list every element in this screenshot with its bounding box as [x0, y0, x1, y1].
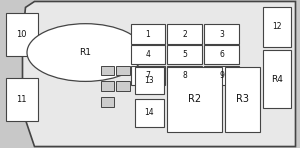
- Bar: [130, 66, 165, 85]
- Bar: [262, 7, 291, 47]
- Bar: [204, 45, 239, 64]
- Bar: [6, 13, 38, 56]
- Text: 14: 14: [144, 108, 154, 117]
- Bar: [167, 66, 202, 85]
- Text: 10: 10: [16, 30, 27, 39]
- Text: 1: 1: [146, 30, 150, 38]
- Bar: [6, 78, 38, 121]
- Bar: [130, 24, 165, 44]
- Text: 7: 7: [145, 71, 150, 80]
- Bar: [135, 99, 164, 127]
- Bar: [167, 45, 202, 64]
- Bar: [100, 81, 114, 91]
- Text: 9: 9: [219, 71, 224, 80]
- Bar: [262, 50, 291, 108]
- Circle shape: [27, 24, 144, 81]
- Bar: [225, 67, 260, 132]
- Bar: [167, 67, 222, 132]
- Bar: [135, 67, 164, 94]
- Text: R2: R2: [188, 94, 201, 104]
- Text: 12: 12: [272, 22, 282, 31]
- Bar: [167, 24, 202, 44]
- Polygon shape: [22, 1, 296, 147]
- Bar: [116, 81, 130, 91]
- Bar: [100, 97, 114, 107]
- Text: 3: 3: [219, 30, 224, 38]
- Text: 5: 5: [182, 50, 187, 59]
- Bar: [100, 66, 114, 75]
- Text: R3: R3: [236, 94, 249, 104]
- Text: 13: 13: [144, 76, 154, 85]
- Bar: [130, 45, 165, 64]
- Text: 8: 8: [182, 71, 187, 80]
- Text: R1: R1: [80, 48, 92, 57]
- Text: 2: 2: [182, 30, 187, 38]
- Text: 11: 11: [16, 95, 27, 104]
- Text: 4: 4: [145, 50, 150, 59]
- Text: 6: 6: [219, 50, 224, 59]
- Bar: [116, 66, 130, 75]
- Bar: [204, 66, 239, 85]
- Text: R4: R4: [271, 75, 283, 84]
- Bar: [204, 24, 239, 44]
